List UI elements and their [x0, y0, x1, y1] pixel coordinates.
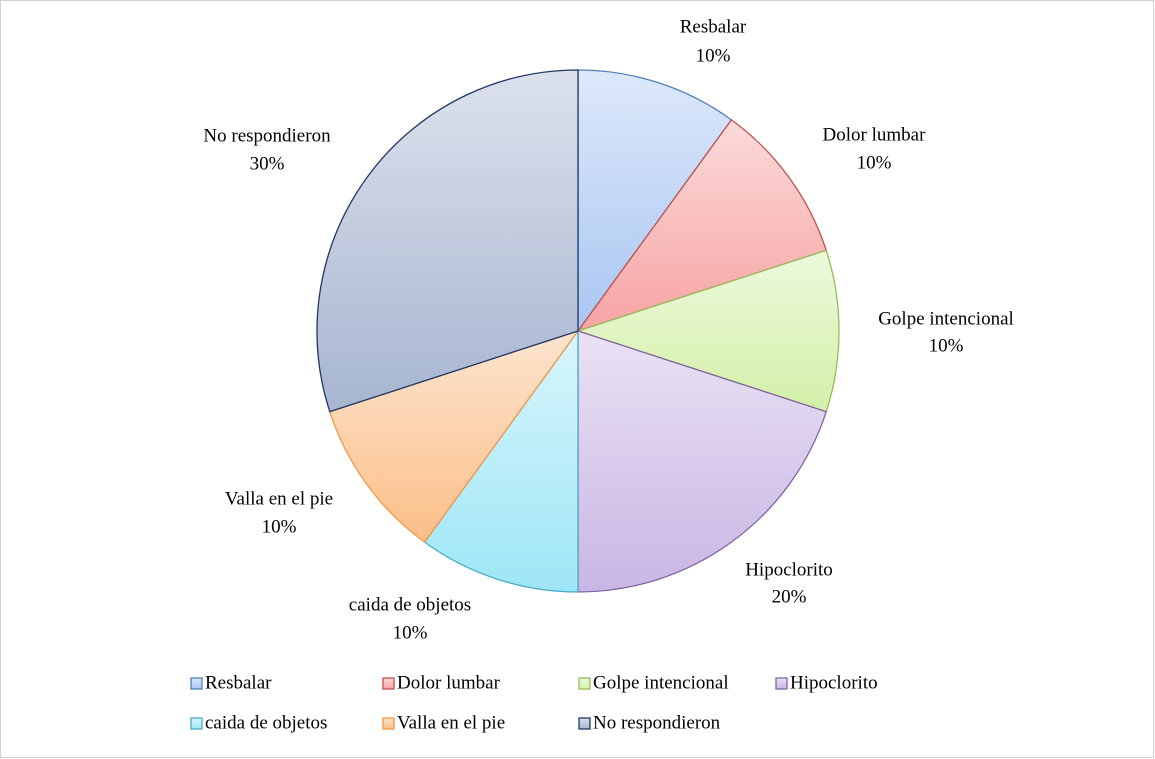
legend-marker: [578, 677, 591, 690]
slice-value-label: 10%: [696, 45, 731, 66]
legend-marker: [190, 717, 203, 730]
legend-label: Dolor lumbar: [397, 672, 501, 693]
slice-value-label: 10%: [393, 622, 428, 643]
slice-value-label: 10%: [857, 152, 892, 173]
slice-label: Golpe intencional: [878, 308, 1014, 329]
slice-value-label: 20%: [772, 586, 807, 607]
slice-label: No respondieron: [203, 125, 331, 146]
slice-label: Dolor lumbar: [823, 124, 927, 145]
legend-marker: [190, 677, 203, 690]
slice-label: Hipoclorito: [745, 559, 833, 580]
slice-label: Valla en el pie: [225, 488, 333, 509]
legend-label: caida de objetos: [205, 712, 327, 733]
legend-marker: [578, 717, 591, 730]
legend-label: No respondieron: [593, 712, 721, 733]
slice-label: Resbalar: [680, 16, 747, 37]
pie-slice: [575, 249, 840, 413]
slice-label: caida de objetos: [349, 594, 471, 615]
legend-label: Hipoclorito: [790, 672, 878, 693]
legend-label: Resbalar: [205, 672, 272, 693]
pie-slice: [576, 118, 828, 333]
pie-slice: [577, 330, 828, 593]
pie-slice: [328, 329, 580, 544]
pie-slice: [423, 328, 579, 593]
legend-marker: [382, 717, 395, 730]
slice-value-label: 10%: [929, 335, 964, 356]
pie-slice: [577, 69, 733, 334]
pie-slice: [316, 69, 579, 413]
slice-value-label: 30%: [250, 153, 285, 174]
slice-value-label: 10%: [262, 516, 297, 537]
legend-marker: [382, 677, 395, 690]
legend-marker: [775, 677, 788, 690]
legend-label: Golpe intencional: [593, 672, 729, 693]
legend-label: Valla en el pie: [397, 712, 505, 733]
